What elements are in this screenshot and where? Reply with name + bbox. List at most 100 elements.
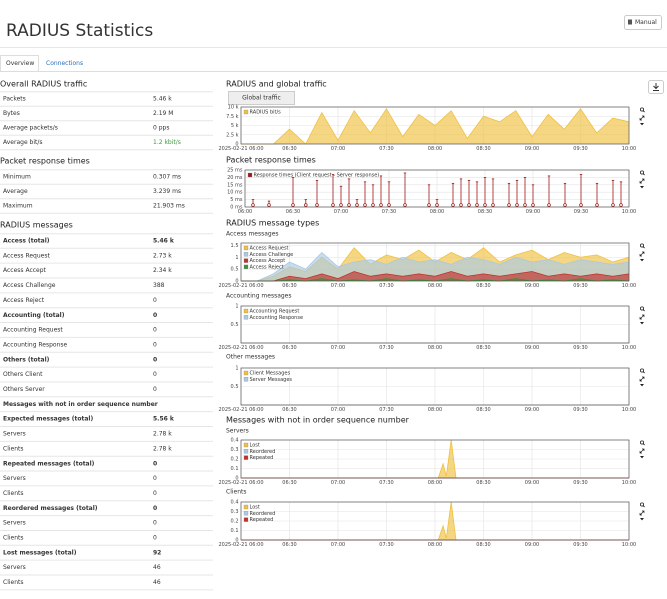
row-label: Clients	[3, 579, 24, 586]
subheading: Access messages	[226, 231, 279, 238]
point	[515, 203, 519, 207]
menu-caret[interactable]	[640, 322, 644, 325]
expand-icon[interactable]	[639, 115, 645, 121]
row-label: Accounting (total)	[3, 312, 65, 319]
legend-swatch	[243, 442, 249, 448]
point	[579, 203, 583, 207]
expand-icon[interactable]	[639, 314, 645, 320]
point	[475, 203, 479, 207]
x-tick-label: 06:30	[286, 209, 300, 215]
row-value: 5.46 k	[153, 238, 175, 245]
x-tick-label: 10:00	[622, 407, 636, 413]
legend-swatch	[243, 511, 249, 516]
row-label: Access Challenge	[3, 282, 56, 289]
menu-caret[interactable]	[640, 123, 644, 126]
row-value: 0	[153, 460, 157, 467]
zoom-icon[interactable]	[640, 368, 645, 373]
row-label: Clients	[3, 535, 24, 542]
expand-icon[interactable]	[639, 178, 645, 184]
point	[347, 203, 351, 207]
menu-caret[interactable]	[640, 384, 644, 387]
x-tick-label: 07:30	[379, 480, 393, 486]
row-value: 0	[153, 341, 157, 348]
section-heading: Packet response times	[226, 156, 316, 165]
x-tick-label: 09:30	[574, 209, 588, 215]
row-label: Servers	[3, 520, 26, 527]
x-tick-label: 2025-02-21 06:00	[218, 283, 263, 289]
point	[403, 203, 407, 207]
menu-caret[interactable]	[640, 518, 644, 521]
point	[267, 203, 271, 207]
global-traffic-button[interactable]: Global traffic	[228, 91, 295, 105]
expand-icon[interactable]	[639, 510, 645, 516]
x-tick-label: 10:00	[622, 480, 636, 486]
x-tick-label: 09:30	[573, 283, 587, 289]
menu-caret[interactable]	[640, 456, 644, 459]
point	[467, 203, 471, 207]
download-button[interactable]	[648, 80, 664, 94]
row-label: Servers	[3, 431, 26, 438]
zoom-icon[interactable]	[640, 440, 645, 445]
x-tick-label: 2025-02-21 06:00	[218, 146, 263, 152]
x-tick-label: 08:30	[476, 407, 490, 413]
x-tick-label: 10:00	[622, 209, 636, 215]
tab[interactable]: Connections	[46, 60, 83, 67]
button-frame	[228, 91, 295, 105]
legend-label: Access Accept	[250, 258, 286, 264]
legend-swatch	[243, 109, 249, 115]
row-label: Servers	[3, 475, 26, 482]
x-tick-label: 2025-02-21 06:00	[218, 407, 263, 413]
y-tick-label: 7.5 k	[226, 114, 239, 120]
x-tick-label: 07:00	[331, 407, 345, 413]
point	[619, 203, 623, 207]
y-tick-label: 0.4	[231, 438, 239, 444]
tab[interactable]: Overview	[6, 60, 34, 67]
row-label: Average bit/s	[3, 139, 43, 146]
x-tick-label: 08:00	[428, 480, 442, 486]
x-tick-label: 07:00	[331, 283, 345, 289]
legend-swatch	[243, 517, 249, 522]
manual-button[interactable]: Manual	[624, 15, 662, 30]
point	[291, 203, 295, 207]
point	[459, 203, 463, 207]
x-tick-label: 08:30	[478, 209, 492, 215]
expand-icon[interactable]	[639, 448, 645, 454]
row-value: 0	[153, 297, 157, 304]
x-tick-label: 08:00	[430, 209, 444, 215]
x-tick-label: 07:00	[331, 542, 345, 548]
chart: 2025-02-21 06:00 06:30 07:00 07:30 08:00 08:3…	[218, 304, 645, 351]
subheading: Other messages	[226, 354, 275, 361]
menu-caret[interactable]	[640, 186, 644, 189]
legend-label: Repeated	[250, 517, 274, 523]
zoom-icon-handle	[642, 443, 645, 446]
expand-icon[interactable]	[639, 251, 645, 257]
menu-caret[interactable]	[640, 259, 644, 262]
y-tick-label: 1.5	[231, 243, 239, 249]
zoom-icon[interactable]	[640, 306, 645, 311]
zoom-icon[interactable]	[640, 243, 645, 248]
legend-label: RADIUS bit/s	[250, 110, 282, 116]
x-tick-label: 06:30	[282, 146, 296, 152]
row-value: 2.78 k	[153, 445, 172, 452]
legend-swatch	[243, 258, 249, 263]
row-value: 0	[153, 371, 157, 378]
point	[379, 203, 383, 207]
x-tick-label: 06:30	[282, 480, 296, 486]
row-value: 0	[153, 535, 157, 542]
button-label: Manual	[635, 19, 657, 26]
series-line	[241, 251, 630, 282]
zoom-icon[interactable]	[640, 170, 645, 175]
section-heading: Overall RADIUS traffic	[0, 80, 87, 89]
legend-label: Reordered	[250, 511, 276, 517]
x-tick-label: 07:30	[379, 407, 393, 413]
zoom-icon[interactable]	[640, 502, 645, 507]
legend-swatch	[243, 504, 249, 510]
expand-icon[interactable]	[639, 376, 645, 382]
row-value: 0	[153, 327, 157, 334]
row-label: Average packets/s	[3, 125, 58, 132]
series-line	[241, 271, 630, 282]
x-tick-label: 09:30	[573, 480, 587, 486]
row-value: 3.239 ms	[153, 188, 181, 195]
zoom-icon[interactable]	[640, 107, 645, 112]
